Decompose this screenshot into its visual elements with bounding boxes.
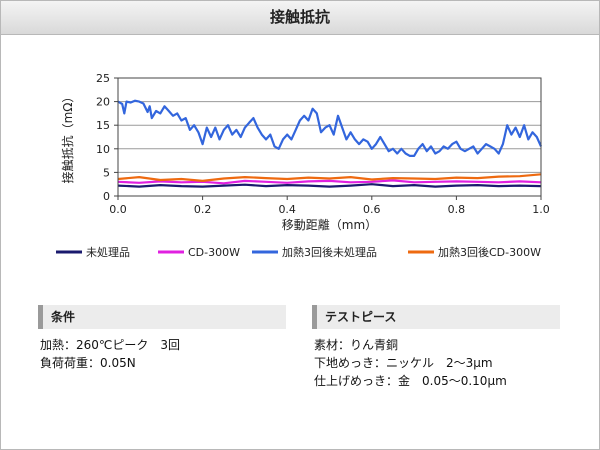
y-tick-label: 25	[96, 72, 110, 85]
condition-load: 負荷荷重：0.05N	[40, 356, 136, 370]
series-line-1	[117, 183, 542, 188]
test-piece-material: 素材：りん青銅	[314, 338, 399, 352]
x-axis-label: 移動距離（mm）	[282, 218, 377, 232]
legend-label: 加熱3回後未処理品	[282, 245, 377, 259]
conditions-heading: 条件	[38, 305, 286, 329]
test-piece-underplating: 下地めっき：ニッケル 2～3μm	[314, 356, 493, 370]
y-tick-label: 15	[96, 119, 110, 132]
series-line-4	[117, 173, 542, 182]
x-tick-label: 0.4	[278, 203, 296, 216]
legend-label: 加熱3回後CD-300W	[438, 245, 541, 259]
series-line-2	[117, 179, 542, 185]
x-tick-label: 0.0	[109, 203, 127, 216]
chart-grid	[118, 101, 541, 173]
series-line-3	[117, 99, 543, 158]
test-piece-body: 素材：りん青銅 下地めっき：ニッケル 2～3μm 仕上げめっき：金 0.05～0…	[314, 336, 507, 390]
x-tick-label: 1.0	[532, 203, 550, 216]
plot-area-frame	[117, 77, 542, 197]
legend-label: CD-300W	[188, 246, 240, 259]
legend-label: 未処理品	[86, 246, 130, 259]
y-tick-label: 5	[103, 166, 110, 179]
test-piece-heading: テストピース	[312, 305, 560, 329]
y-tick-label: 0	[103, 190, 110, 203]
y-tick-label: 20	[96, 96, 110, 109]
x-tick-label: 0.2	[194, 203, 212, 216]
chart-ticks: 0 5 10 15 20 25 0.0 0.2 0.4 0.6 0.8 1.0	[96, 72, 550, 216]
test-piece-finish-plating: 仕上げめっき：金 0.05～0.10μm	[314, 374, 507, 388]
chart-series	[117, 99, 543, 188]
x-tick-label: 0.8	[448, 203, 466, 216]
condition-heating: 加熱：260℃ピーク 3回	[40, 338, 181, 352]
page-title: 接触抵抗	[1, 1, 599, 35]
y-axis-label: 接触抵抗（mΩ）	[60, 91, 75, 184]
conditions-body: 加熱：260℃ピーク 3回 負荷荷重：0.05N	[40, 336, 180, 372]
y-tick-label: 10	[96, 143, 110, 156]
x-tick-label: 0.6	[363, 203, 381, 216]
chart-legend: 未処理品 CD-300W 加熱3回後未処理品 加熱3回後CD-300W	[56, 245, 541, 259]
contact-resistance-chart: 0 5 10 15 20 25 0.0 0.2 0.4 0.6 0.8 1.0 接触抵抗（mΩ） 移動…	[56, 72, 550, 259]
